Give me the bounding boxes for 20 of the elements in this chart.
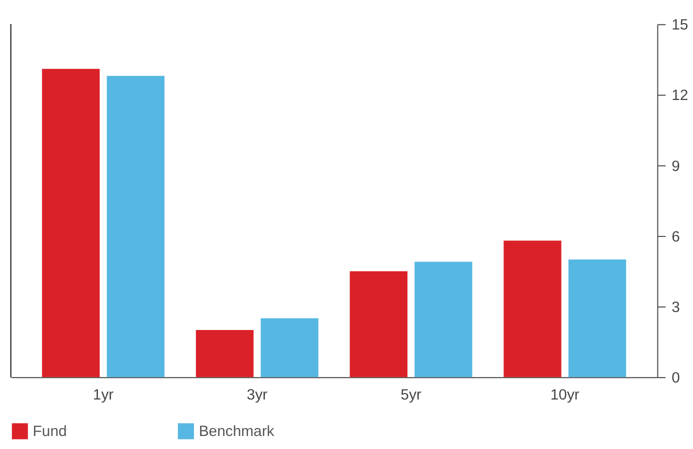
- x-tick-label: 10yr: [550, 387, 580, 404]
- bar: [568, 259, 626, 378]
- bar: [196, 330, 254, 378]
- x-tick-label: 5yr: [400, 387, 422, 404]
- bar: [414, 262, 472, 378]
- legend-label: Benchmark: [198, 424, 275, 440]
- x-tick-label: 1yr: [92, 387, 114, 404]
- y-tick-label: 15: [672, 18, 688, 34]
- bar: [504, 240, 562, 378]
- x-tick-label: 3yr: [246, 387, 268, 404]
- y-tick-label: 0: [672, 370, 680, 387]
- legend-label: Fund: [32, 424, 67, 440]
- bar: [350, 271, 408, 378]
- bar: [260, 318, 318, 378]
- bar: [42, 68, 100, 378]
- bar: [106, 76, 164, 378]
- y-tick-label: 9: [672, 158, 680, 175]
- y-tick-label: 12: [672, 88, 688, 104]
- y-tick-label: 6: [672, 229, 680, 246]
- y-tick-label: 3: [672, 300, 680, 316]
